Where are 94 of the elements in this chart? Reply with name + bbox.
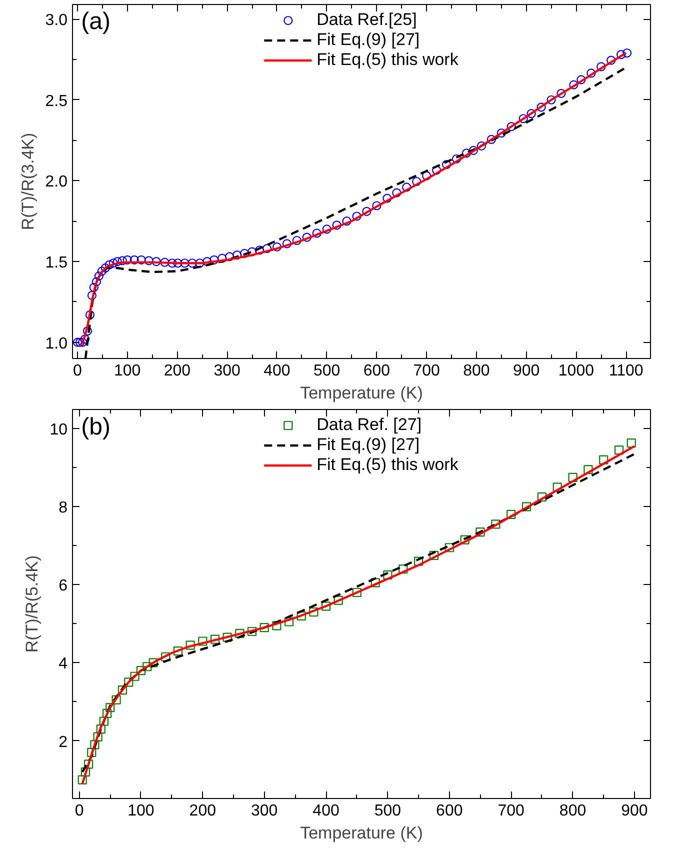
x-tick-label: 1000 xyxy=(558,362,594,380)
point xyxy=(506,510,516,520)
x-tick-label: 900 xyxy=(621,802,648,820)
y-tick-label: 2.0 xyxy=(45,174,68,191)
point xyxy=(210,634,220,644)
point xyxy=(102,708,112,718)
point xyxy=(84,760,94,769)
point xyxy=(247,626,257,636)
x-tick-label: 400 xyxy=(312,802,340,820)
point xyxy=(552,482,562,492)
x-tick-label: 800 xyxy=(559,802,586,820)
y-tick-label: 10 xyxy=(50,422,68,439)
point xyxy=(626,438,636,448)
x-tick-label: 0 xyxy=(74,802,84,820)
point xyxy=(161,652,170,662)
x-tick-label: 500 xyxy=(313,362,340,380)
legend-label: Fit Eq.(5) this work xyxy=(316,455,458,475)
point xyxy=(584,465,593,474)
point xyxy=(173,646,183,656)
x-tick-label: 900 xyxy=(512,362,540,380)
annotation: (a) xyxy=(81,8,111,36)
x-tick-label: 200 xyxy=(164,362,191,380)
x-tick-label: 100 xyxy=(114,362,141,380)
point xyxy=(99,716,109,726)
annotation: (b) xyxy=(81,413,111,440)
point xyxy=(522,502,532,512)
x-tick-label: 1100 xyxy=(608,362,644,380)
y-tick-label: 4 xyxy=(58,656,68,673)
point xyxy=(284,617,294,626)
legend-label: Data Ref.[25] xyxy=(316,10,417,30)
point xyxy=(321,602,331,611)
point xyxy=(118,685,128,695)
point xyxy=(460,535,470,544)
point xyxy=(476,527,485,537)
point xyxy=(296,611,306,620)
point xyxy=(309,607,318,617)
point xyxy=(106,703,115,712)
y-tick-label: 2.5 xyxy=(45,92,68,110)
point xyxy=(96,724,106,734)
x-tick-label: 300 xyxy=(250,802,278,820)
point xyxy=(491,520,500,529)
point xyxy=(414,556,424,566)
x-tick-label: 700 xyxy=(498,802,525,820)
point xyxy=(383,570,392,580)
point xyxy=(537,492,546,502)
point xyxy=(429,550,439,560)
point xyxy=(260,623,269,632)
point xyxy=(142,662,152,672)
legend-label: Fit Eq.(9) [27] xyxy=(316,30,420,50)
point xyxy=(614,446,624,455)
x-tick-label: 800 xyxy=(463,362,490,380)
y-tick-label: 3.0 xyxy=(45,12,68,30)
point xyxy=(198,636,208,646)
y-tick-label: 1.5 xyxy=(45,254,68,272)
point xyxy=(599,455,608,464)
x-tick-label: 400 xyxy=(264,362,290,380)
point xyxy=(148,658,158,668)
point xyxy=(112,695,121,704)
point xyxy=(352,588,362,598)
y-tick-label: 2 xyxy=(58,734,68,751)
point xyxy=(186,640,195,650)
x-tick-label: 700 xyxy=(413,362,440,380)
x-tick-label: 600 xyxy=(436,802,463,820)
point xyxy=(235,628,244,638)
point xyxy=(90,740,100,750)
x-tick-label: 0 xyxy=(73,362,82,380)
x-tick-label: 300 xyxy=(214,362,241,380)
y-axis-title: R(T)/R(3.4K) xyxy=(18,132,38,230)
x-tick-label: 100 xyxy=(128,802,154,820)
point xyxy=(568,472,578,482)
point xyxy=(222,632,232,642)
y-tick-label: 8 xyxy=(58,500,68,517)
legend-label: Fit Eq.(9) [27] xyxy=(316,435,420,455)
y-axis-title: R(T)/R(5.4K) xyxy=(22,555,42,653)
point xyxy=(398,564,408,574)
x-tick-label: 600 xyxy=(363,362,390,380)
y-tick-label: 1.0 xyxy=(45,335,68,352)
x-axis-title: Temperature (K) xyxy=(300,824,423,842)
point xyxy=(334,596,343,605)
point xyxy=(136,666,146,676)
point xyxy=(78,775,87,784)
x-tick-label: 200 xyxy=(189,802,216,820)
legend-label: Data Ref. [27] xyxy=(316,415,422,435)
point xyxy=(87,748,96,758)
x-tick-label: 500 xyxy=(374,802,402,820)
x-axis-title: Temperature (K) xyxy=(300,384,423,402)
legend-label: Fit Eq.(5) this work xyxy=(316,50,458,70)
point xyxy=(370,578,380,588)
point xyxy=(80,767,90,777)
y-tick-label: 6 xyxy=(58,578,68,595)
point xyxy=(444,543,454,552)
point xyxy=(130,672,140,681)
point xyxy=(124,678,134,687)
point xyxy=(93,732,102,742)
